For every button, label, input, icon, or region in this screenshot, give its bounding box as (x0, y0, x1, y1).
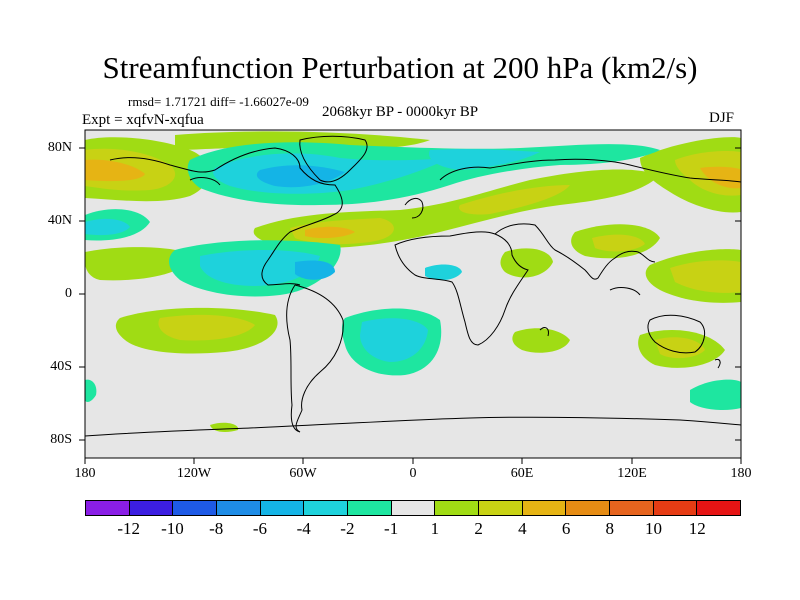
colorbar-label: -1 (384, 519, 399, 538)
anomaly-contours (85, 131, 741, 433)
season-label: DJF (709, 110, 735, 126)
colorbar-swatch (479, 501, 523, 515)
lon-label-60e: 60E (510, 466, 534, 481)
experiment-label: Expt = xqfvN-xqfua (82, 112, 204, 128)
colorbar-swatch (304, 501, 349, 515)
lat-label-80n: 80N (47, 140, 72, 155)
colorbar-swatch (173, 501, 218, 515)
colorbar-label: 4 (518, 519, 527, 538)
colorbar-swatch (391, 501, 436, 515)
colorbar-swatch (566, 501, 611, 515)
colorbar-swatch (260, 501, 305, 515)
plot-title: Streamfunction Perturbation at 200 hPa (… (102, 50, 698, 85)
colorbar-swatch (610, 501, 654, 515)
colorbar-label: 2 (474, 519, 483, 538)
colorbar-swatch (348, 501, 392, 515)
lon-label-0: 0 (409, 466, 417, 481)
colorbar-swatch (697, 501, 742, 515)
colorbar-label: -2 (340, 519, 355, 538)
lon-label-120e: 120E (617, 466, 647, 481)
lat-label-80s: 80S (50, 432, 72, 447)
lat-label-40n: 40N (47, 213, 72, 228)
lon-label-180-left: 180 (74, 466, 96, 481)
lat-label-40s: 40S (50, 359, 72, 374)
lon-ticks (84, 458, 742, 464)
colorbar-swatch (129, 501, 174, 515)
colorbar-label: -4 (296, 519, 311, 538)
colorbar-label: 12 (688, 519, 706, 538)
lon-label-120w: 120W (176, 466, 212, 481)
lon-label-60w: 60W (289, 466, 317, 481)
colorbar-swatch (217, 501, 261, 515)
colorbar-label: 6 (561, 519, 571, 538)
period-label: 2068kyr BP - 0000kyr BP (322, 104, 479, 120)
coastlines (85, 135, 741, 437)
colorbar-label: 1 (430, 519, 440, 538)
colorbar (85, 500, 742, 516)
colorbar-label: -8 (209, 519, 224, 538)
colorbar-swatch (435, 501, 480, 515)
colorbar-swatch (85, 501, 130, 515)
colorbar-swatch (522, 501, 567, 515)
colorbar-label: -6 (252, 519, 267, 538)
lon-label-180-right: 180 (730, 466, 752, 481)
colorbar-label: 10 (645, 519, 663, 538)
lat-ticks (79, 147, 741, 441)
colorbar-label: 8 (605, 519, 615, 538)
colorbar-swatch (653, 501, 698, 515)
lat-label-equator: 0 (65, 286, 72, 301)
rmsd-diff-stats: rmsd= 1.71721 diff= -1.66027e-09 (128, 94, 309, 109)
colorbar-label: -12 (117, 519, 141, 538)
colorbar-label: -10 (161, 519, 184, 538)
